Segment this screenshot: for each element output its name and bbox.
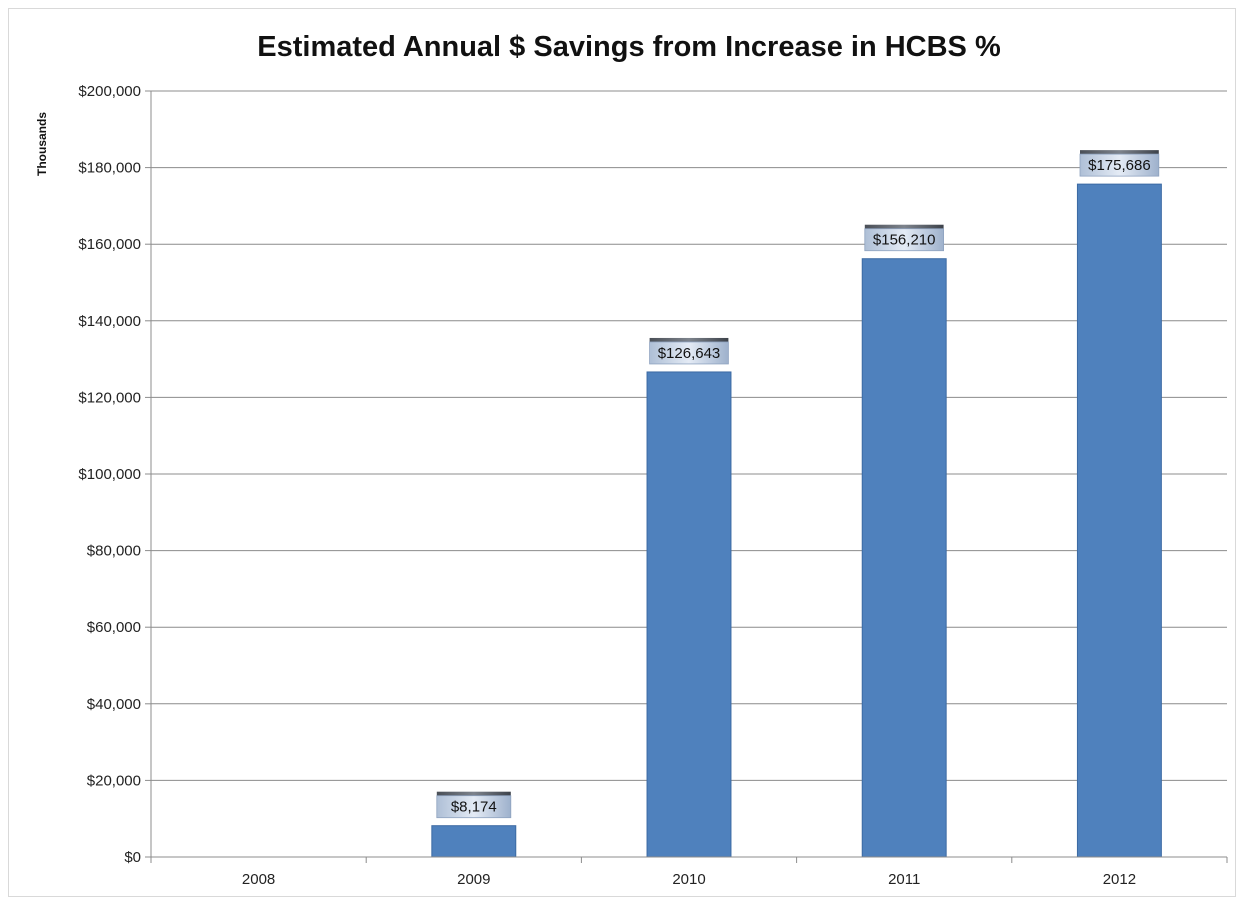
chart-frame: Estimated Annual $ Savings from Increase… — [8, 8, 1236, 897]
data-labels: $8,174 $126,643 $156,210 $175,686 — [436, 150, 1160, 819]
y-tick-label: $80,000 — [87, 543, 141, 560]
y-tick-label: $40,000 — [87, 696, 141, 713]
x-axis-ticks: 2008 2009 2010 2011 2012 — [242, 871, 1136, 888]
y-tick-label: $120,000 — [78, 389, 141, 406]
x-axis — [150, 91, 1228, 863]
y-tick-label: $200,000 — [78, 83, 141, 100]
data-label-box — [436, 795, 512, 819]
y-tick-label: $20,000 — [87, 772, 141, 789]
y-tick-label: $100,000 — [78, 466, 141, 483]
data-label-bevel — [649, 337, 729, 343]
x-tick-label: 2012 — [1103, 871, 1136, 888]
chart-title: Estimated Annual $ Savings from Increase… — [257, 31, 1001, 63]
y-tick-label: $140,000 — [78, 313, 141, 330]
bar — [861, 258, 947, 858]
data-label-box — [649, 341, 729, 365]
x-tick-label: 2008 — [242, 871, 275, 888]
y-tick-label: $0 — [124, 849, 141, 866]
data-label-box — [864, 228, 944, 252]
data-label-bevel — [864, 224, 944, 230]
data-label: $175,686 — [1088, 157, 1151, 174]
x-tick-label: 2009 — [457, 871, 490, 888]
x-tick-label: 2011 — [888, 871, 920, 888]
data-label-box — [1079, 153, 1160, 177]
bars — [431, 183, 1162, 858]
y-tick-label: $160,000 — [78, 236, 141, 253]
data-label-bevel — [1080, 150, 1159, 156]
bar — [431, 825, 517, 858]
data-label-bevel — [436, 791, 511, 797]
y-axis-ticks: $0 $20,000 $40,000 $60,000 $80,000 $100,000 $1… — [78, 83, 151, 866]
bar — [646, 371, 732, 858]
x-tick-label: 2010 — [672, 871, 705, 888]
bar — [1076, 183, 1162, 858]
y-tick-label: $60,000 — [87, 619, 141, 636]
y-tick-label: $180,000 — [78, 160, 141, 177]
data-label: $126,643 — [658, 345, 721, 362]
data-label: $8,174 — [451, 799, 497, 816]
bar-chart: Estimated Annual $ Savings from Increase… — [35, 31, 1228, 888]
data-label: $156,210 — [873, 232, 936, 249]
y-axis-label: Thousands — [35, 112, 49, 176]
